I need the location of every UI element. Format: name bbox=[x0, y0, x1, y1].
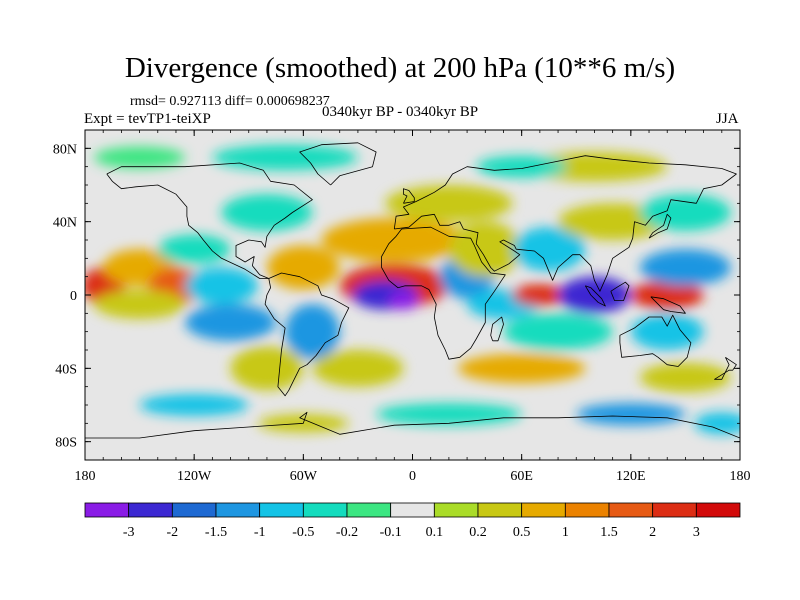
coastline-australia bbox=[619, 314, 692, 367]
coastline-africa bbox=[381, 226, 506, 360]
experiment-label: Expt = tevTP1-teiXP bbox=[84, 111, 211, 127]
anomaly-region bbox=[185, 267, 258, 305]
anomaly-region bbox=[448, 221, 522, 277]
coastline-japan bbox=[648, 213, 672, 239]
anomaly-region bbox=[285, 304, 340, 360]
x-tick-label: 120E bbox=[616, 469, 646, 484]
anomaly-region bbox=[139, 394, 249, 416]
anomaly-region bbox=[639, 362, 731, 393]
anomaly-region bbox=[521, 152, 668, 182]
y-tick-label: 0 bbox=[70, 289, 77, 304]
colorbar-label: -1 bbox=[254, 525, 266, 540]
coastline-eurasia bbox=[393, 155, 737, 292]
colorbar-swatch bbox=[521, 502, 566, 518]
colorbar-label: -0.1 bbox=[380, 525, 402, 540]
anomaly-region bbox=[94, 289, 186, 319]
x-tick-label: 0 bbox=[409, 469, 416, 484]
colorbar-label: -2 bbox=[166, 525, 178, 540]
anomaly-region bbox=[212, 144, 358, 171]
colorbar: -3 -2 -1.5 -1 -0.5 -0.2 -0.1 0.1 0.2 0.5 1 1.5 2 3 bbox=[84, 502, 741, 540]
anomaly-region bbox=[185, 304, 277, 341]
anomaly-region bbox=[157, 234, 231, 264]
colorbar-swatch bbox=[128, 502, 173, 518]
colorbar-label: 0.2 bbox=[469, 525, 487, 540]
y-tick-label: 80N bbox=[53, 142, 77, 157]
anomaly-region bbox=[221, 194, 313, 231]
colorbar-swatch bbox=[477, 502, 523, 518]
anomaly-region bbox=[630, 280, 704, 310]
colorbar-label: -0.5 bbox=[292, 525, 314, 540]
colorbar-swatch bbox=[695, 502, 741, 518]
anomaly-region bbox=[457, 353, 586, 384]
colorbar-swatch bbox=[652, 502, 697, 518]
anomaly-region bbox=[385, 185, 513, 222]
colorbar-swatch bbox=[302, 502, 348, 518]
colorbar-swatch bbox=[433, 502, 479, 518]
map-title: Divergence (smoothed) at 200 hPa (10**6 … bbox=[124, 52, 676, 84]
coastline-greenland bbox=[299, 142, 377, 186]
anomaly-region bbox=[630, 313, 704, 350]
anomaly-region bbox=[503, 313, 613, 350]
colorbar-label: -3 bbox=[123, 525, 135, 540]
map-plot-area bbox=[84, 129, 741, 461]
colorbar-label: -0.2 bbox=[336, 525, 358, 540]
colorbar-swatch bbox=[390, 502, 435, 518]
x-tick-label: 180 bbox=[75, 469, 96, 484]
y-tick-label: 40S bbox=[55, 362, 77, 377]
anomaly-region bbox=[512, 284, 568, 306]
anomaly-region bbox=[476, 155, 568, 178]
x-axis: 180 120W 60W 0 60E 120E 180 bbox=[75, 130, 751, 484]
anomaly-region bbox=[266, 245, 340, 290]
x-tick-label: 120W bbox=[177, 469, 212, 484]
coastline-sumatra bbox=[584, 285, 606, 307]
x-tick-label: 180 bbox=[730, 469, 751, 484]
coastline-new-guinea bbox=[650, 296, 686, 314]
coastlines bbox=[85, 142, 740, 439]
rmsd-stats: rmsd= 0.927113 diff= 0.000698237 bbox=[130, 94, 330, 109]
anomaly-region bbox=[388, 291, 418, 310]
colorbar-swatch bbox=[608, 502, 654, 518]
colorbar-label: 0.1 bbox=[426, 525, 444, 540]
colorbar-swatch bbox=[171, 502, 217, 518]
divergence-field bbox=[85, 144, 740, 435]
colorbar-swatch bbox=[564, 502, 610, 518]
colorbar-swatch bbox=[215, 502, 261, 518]
colorbar-label: 3 bbox=[693, 525, 700, 540]
anomaly-region bbox=[230, 346, 304, 391]
anomaly-region bbox=[321, 218, 468, 262]
colorbar-label: 1.5 bbox=[600, 525, 618, 540]
anomaly-region bbox=[558, 276, 631, 314]
colorbar-swatch bbox=[259, 502, 304, 518]
coastline-south-america bbox=[264, 272, 350, 397]
season-label: JJA bbox=[716, 111, 739, 127]
colorbar-label: 2 bbox=[649, 525, 656, 540]
anomaly-region bbox=[94, 146, 186, 169]
y-tick-label: 80S bbox=[55, 436, 77, 451]
period-label: 0340kyr BP - 0340kyr BP bbox=[322, 104, 479, 120]
anomaly-region bbox=[639, 249, 731, 286]
anomaly-region bbox=[639, 194, 731, 231]
colorbar-label: 0.5 bbox=[513, 525, 531, 540]
coastline-north-america bbox=[106, 162, 313, 279]
anomaly-region bbox=[312, 350, 404, 387]
anomaly-region bbox=[376, 403, 522, 426]
colorbar-swatch bbox=[346, 502, 392, 518]
coastline-borneo bbox=[610, 281, 630, 301]
coastline-great-britain bbox=[403, 188, 415, 204]
colorbar-swatch bbox=[84, 502, 130, 518]
anomaly-region bbox=[512, 227, 586, 272]
x-tick-label: 60W bbox=[290, 469, 318, 484]
y-axis: 80N 40N 0 40S 80S bbox=[53, 142, 740, 451]
coastline-antarctica bbox=[85, 411, 740, 439]
colorbar-label: 1 bbox=[562, 525, 569, 540]
anomaly-region bbox=[576, 403, 686, 426]
x-tick-label: 60E bbox=[510, 469, 533, 484]
coastline-new-zealand bbox=[714, 356, 737, 380]
coastline-madagascar bbox=[490, 316, 504, 342]
colorbar-label: -1.5 bbox=[205, 525, 227, 540]
anomaly-region bbox=[694, 412, 740, 435]
y-tick-label: 40N bbox=[53, 216, 77, 231]
